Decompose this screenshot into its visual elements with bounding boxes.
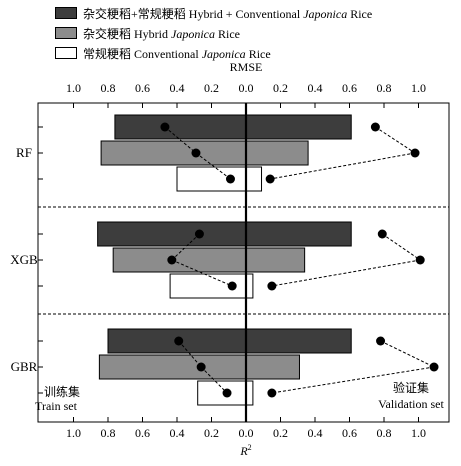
- top-tick-label: 0.4: [170, 81, 185, 95]
- top-axis-title: RMSE: [230, 60, 263, 74]
- bottom-tick-label: 0.8: [101, 426, 116, 440]
- validation-rmse-link: [381, 233, 421, 261]
- validation-rmse-link: [380, 340, 435, 368]
- train-rmse-link: [178, 340, 202, 368]
- validation-rmse-point-gbr-2: [267, 388, 277, 398]
- train-rmse-point-xgb-0: [194, 229, 204, 239]
- train-rmse-point-rf-1: [191, 148, 201, 158]
- legend-label-combined: 杂交粳稻+常规粳稻 Hybrid + Conventional Japonica…: [83, 7, 373, 21]
- top-tick-label: 0.0: [239, 81, 254, 95]
- bar-rf-series-0: [114, 114, 352, 140]
- train-set-label-en: Train set: [35, 399, 78, 413]
- validation-rmse-point-gbr-1: [429, 362, 439, 372]
- train-rmse-point-xgb-1: [167, 255, 177, 265]
- train-rmse-link: [200, 366, 228, 394]
- train-rmse-link: [171, 259, 233, 287]
- train-rmse-link: [164, 126, 197, 154]
- validation-rmse-point-rf-2: [265, 174, 275, 184]
- validation-rmse-point-rf-1: [410, 148, 420, 158]
- validation-rmse-point-xgb-1: [415, 255, 425, 265]
- top-tick-label: 0.2: [204, 81, 219, 95]
- top-tick-label: 0.6: [135, 81, 150, 95]
- top-tick-label: 0.8: [377, 81, 392, 95]
- bottom-tick-label: 0.6: [342, 426, 357, 440]
- bottom-tick-label: 0.6: [135, 426, 150, 440]
- category-label-gbr: GBR: [11, 359, 38, 374]
- bottom-tick-label: 0.8: [377, 426, 392, 440]
- train-rmse-point-rf-2: [225, 174, 235, 184]
- bottom-tick-label: 0.0: [239, 426, 254, 440]
- validation-rmse-link: [270, 152, 416, 180]
- top-tick-label: 0.6: [342, 81, 357, 95]
- bottom-tick-label: 0.2: [204, 426, 219, 440]
- train-set-label-zh: 训练集: [44, 384, 80, 399]
- top-tick-label: 0.8: [101, 81, 116, 95]
- validation-rmse-point-gbr-0: [376, 336, 386, 346]
- train-rmse-point-gbr-1: [196, 362, 206, 372]
- legend-label-hybrid: 杂交粳稻 Hybrid Japonica Rice: [83, 27, 241, 41]
- validation-rmse-point-xgb-0: [377, 229, 387, 239]
- legend-swatch-combined: [55, 7, 77, 19]
- legend-label-conventional: 常规粳稻 Conventional Japonica Rice: [83, 47, 271, 61]
- validation-set-label-zh: 验证集: [393, 380, 429, 395]
- train-rmse-point-gbr-0: [174, 336, 184, 346]
- plot-frame: [37, 102, 450, 423]
- validation-rmse-link: [271, 366, 435, 394]
- train-rmse-link: [195, 152, 231, 180]
- bottom-tick-label: 0.4: [308, 426, 323, 440]
- bottom-axis-title-sup: 2: [248, 443, 252, 452]
- top-tick-label: 0.2: [273, 81, 288, 95]
- validation-rmse-point-xgb-2: [267, 281, 277, 291]
- bar-rf-series-2: [176, 166, 263, 192]
- category-label-rf: RF: [16, 145, 32, 160]
- bar-xgb-series-0: [97, 221, 352, 247]
- top-tick-label: 1.0: [411, 81, 426, 95]
- train-rmse-point-rf-0: [160, 122, 170, 132]
- train-rmse-point-gbr-2: [222, 388, 232, 398]
- train-rmse-point-xgb-2: [227, 281, 237, 291]
- validation-rmse-link: [375, 126, 416, 154]
- bar-gbr-series-0: [107, 328, 352, 354]
- legend-swatch-hybrid: [55, 27, 77, 39]
- validation-rmse-link: [271, 259, 421, 287]
- bottom-axis-title: R2: [239, 443, 251, 458]
- legend-swatch-conventional: [55, 47, 77, 59]
- top-tick-label: 0.4: [308, 81, 323, 95]
- bottom-tick-label: 1.0: [66, 426, 81, 440]
- top-tick-label: 1.0: [66, 81, 81, 95]
- bottom-tick-label: 0.2: [273, 426, 288, 440]
- validation-set-label-en: Validation set: [378, 397, 444, 411]
- bar-xgb-series-2: [169, 273, 254, 299]
- train-rmse-link: [171, 233, 200, 261]
- bottom-tick-label: 0.4: [170, 426, 185, 440]
- bottom-tick-label: 1.0: [411, 426, 426, 440]
- bar-rf-series-1: [100, 140, 309, 166]
- validation-rmse-point-rf-0: [370, 122, 380, 132]
- category-label-xgb: XGB: [10, 252, 38, 267]
- bar-xgb-series-1: [112, 247, 306, 273]
